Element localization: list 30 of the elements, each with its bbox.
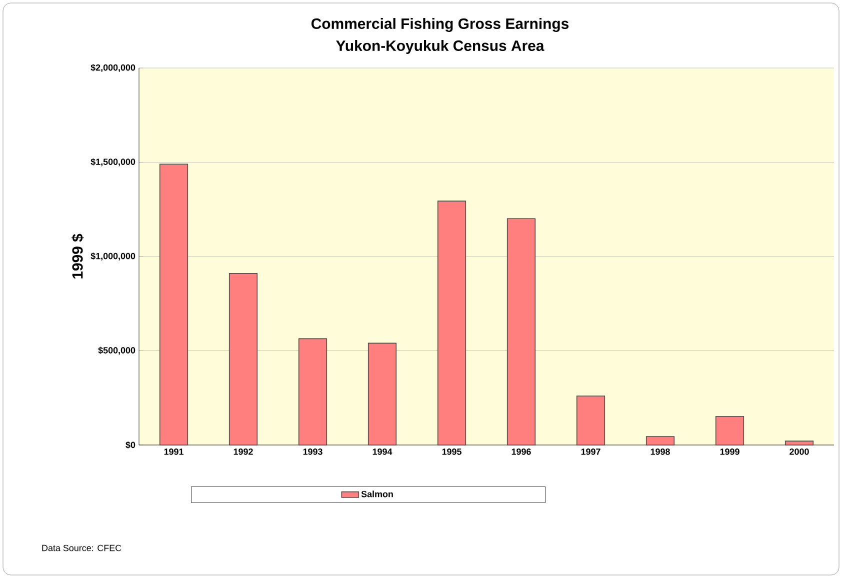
x-tick-label: 1992 xyxy=(234,448,253,455)
y-tick-label: $2,000,000 xyxy=(90,64,136,72)
y-tick-label: $0 xyxy=(126,441,136,449)
y-tick-label: $1,000,000 xyxy=(90,252,136,261)
bar xyxy=(576,396,606,446)
bar xyxy=(298,338,328,446)
source-note: Data Source: CFEC xyxy=(42,544,122,552)
x-tick-label: 1999 xyxy=(720,448,740,455)
bar xyxy=(368,342,397,446)
y-tick-label: $1,500,000 xyxy=(90,158,136,166)
x-tick-label: 1996 xyxy=(512,448,531,455)
bar xyxy=(437,200,466,446)
legend-label: Salmon xyxy=(361,490,393,498)
x-tick-label: 1991 xyxy=(164,448,184,455)
bar xyxy=(228,273,258,446)
bar xyxy=(715,416,744,446)
chart-subtitle: Yukon-Koyukuk Census Area xyxy=(336,40,544,54)
x-tick-label: 1993 xyxy=(303,448,322,455)
bar xyxy=(506,218,536,446)
x-tick-label: 1997 xyxy=(581,448,600,455)
x-tick-label: 2000 xyxy=(790,448,809,455)
x-tick-label: 1994 xyxy=(372,448,392,455)
y-axis-title: 1999 $ xyxy=(72,234,84,278)
x-tick-label: 1998 xyxy=(650,448,670,455)
bar xyxy=(784,440,814,446)
x-tick-label: 1995 xyxy=(442,448,462,455)
bar xyxy=(646,436,675,446)
bar xyxy=(159,164,188,446)
y-tick-label: $500,000 xyxy=(98,346,136,355)
chart-title: Commercial Fishing Gross Earnings xyxy=(311,18,569,32)
